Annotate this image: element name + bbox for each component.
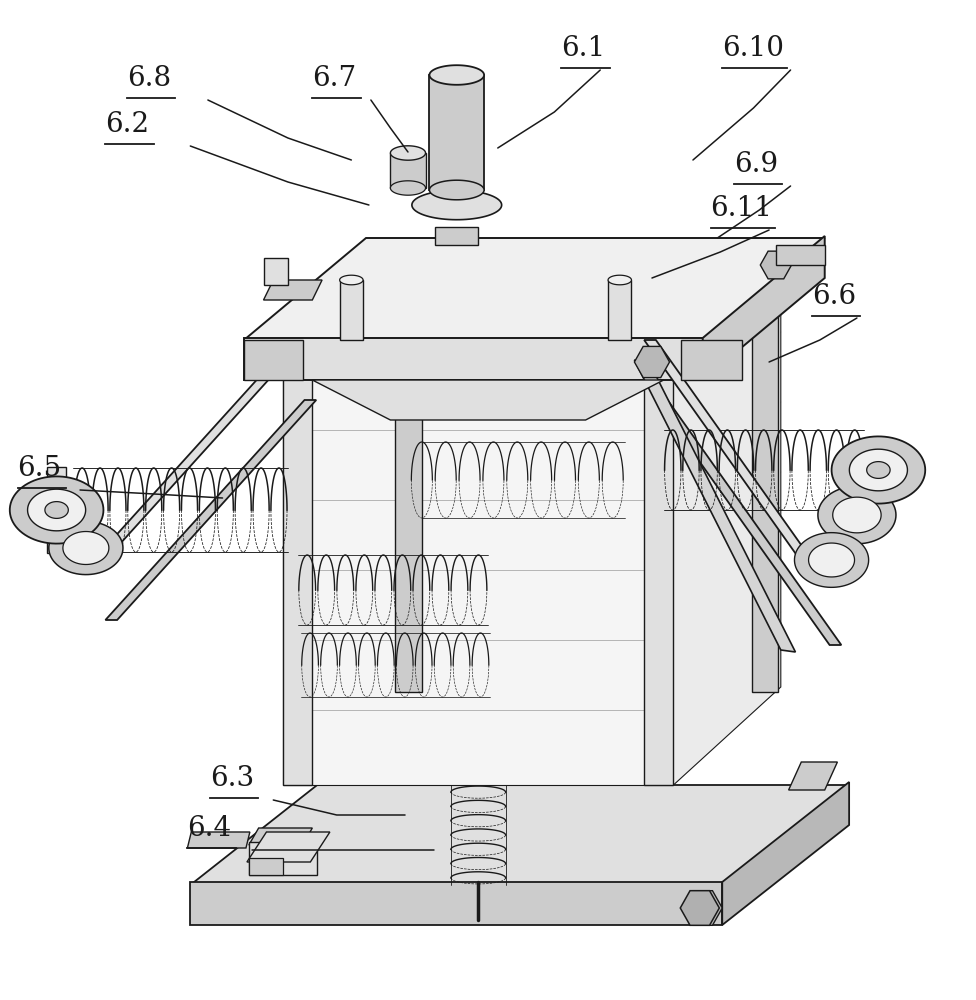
Polygon shape	[47, 467, 66, 553]
Polygon shape	[429, 180, 484, 200]
Polygon shape	[390, 181, 426, 195]
Text: 6.7: 6.7	[312, 65, 356, 92]
Polygon shape	[283, 360, 312, 785]
Polygon shape	[412, 190, 502, 220]
Polygon shape	[340, 275, 363, 285]
Polygon shape	[190, 882, 722, 925]
Polygon shape	[833, 497, 881, 533]
Text: 6.9: 6.9	[734, 151, 778, 178]
Polygon shape	[187, 832, 250, 848]
Polygon shape	[190, 785, 849, 885]
Polygon shape	[312, 380, 664, 420]
Polygon shape	[249, 858, 283, 875]
Polygon shape	[249, 842, 317, 875]
Polygon shape	[62, 532, 109, 564]
Polygon shape	[264, 280, 322, 300]
Polygon shape	[722, 782, 849, 925]
Polygon shape	[395, 280, 422, 692]
Polygon shape	[105, 400, 316, 620]
Text: 6.1: 6.1	[561, 35, 605, 62]
Polygon shape	[808, 543, 855, 577]
Polygon shape	[94, 340, 305, 560]
Text: 6.11: 6.11	[711, 195, 773, 222]
Polygon shape	[776, 245, 825, 265]
Polygon shape	[634, 346, 670, 378]
Polygon shape	[849, 449, 908, 491]
Polygon shape	[49, 521, 123, 575]
Polygon shape	[244, 338, 703, 380]
Polygon shape	[656, 400, 841, 645]
Text: 6.6: 6.6	[812, 283, 856, 310]
Polygon shape	[760, 251, 792, 279]
Polygon shape	[794, 533, 869, 587]
Polygon shape	[752, 280, 778, 692]
Polygon shape	[429, 75, 484, 190]
Text: 6.3: 6.3	[210, 765, 254, 792]
Polygon shape	[429, 65, 484, 85]
Polygon shape	[644, 360, 673, 785]
Polygon shape	[818, 486, 896, 544]
Polygon shape	[644, 340, 830, 585]
Polygon shape	[10, 476, 103, 544]
Polygon shape	[244, 340, 303, 380]
Polygon shape	[832, 436, 925, 504]
Polygon shape	[340, 280, 363, 340]
Polygon shape	[244, 238, 825, 340]
Polygon shape	[390, 153, 426, 188]
Polygon shape	[789, 762, 837, 790]
Polygon shape	[608, 275, 631, 285]
Polygon shape	[634, 360, 795, 652]
Polygon shape	[249, 828, 312, 845]
Text: 6.10: 6.10	[722, 35, 785, 62]
Polygon shape	[608, 280, 631, 340]
Text: 6.2: 6.2	[105, 111, 149, 138]
Polygon shape	[45, 502, 68, 518]
Polygon shape	[27, 489, 86, 531]
Polygon shape	[264, 258, 288, 285]
Polygon shape	[680, 891, 719, 925]
Text: 6.5: 6.5	[18, 455, 61, 482]
Text: 6.8: 6.8	[127, 65, 171, 92]
Polygon shape	[435, 227, 478, 245]
Text: 6.4: 6.4	[187, 815, 231, 842]
Polygon shape	[673, 270, 781, 785]
Polygon shape	[390, 146, 426, 160]
Polygon shape	[247, 832, 330, 862]
Polygon shape	[683, 891, 722, 925]
Polygon shape	[283, 360, 673, 785]
Polygon shape	[867, 462, 890, 478]
Polygon shape	[703, 236, 825, 380]
Polygon shape	[681, 340, 742, 380]
